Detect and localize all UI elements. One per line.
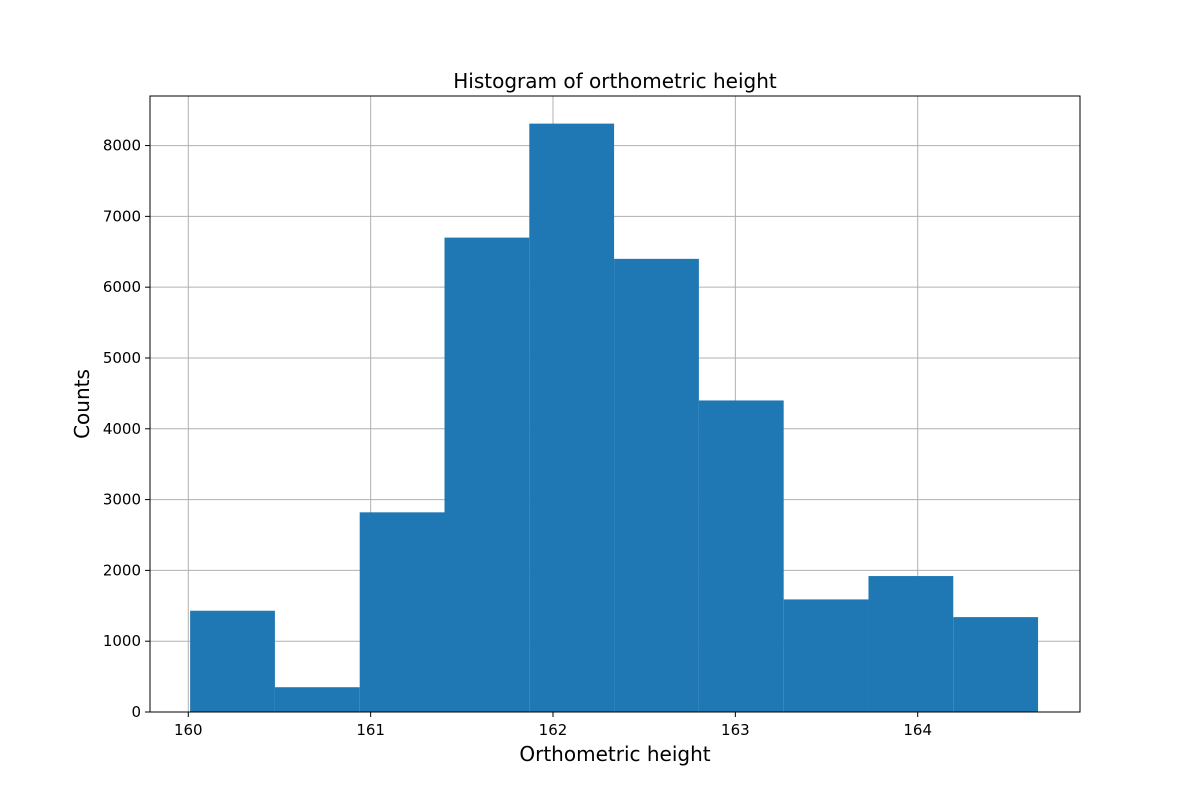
x-tick-label: 163 [721, 721, 750, 739]
y-tick-label: 8000 [103, 137, 141, 155]
x-tick-label: 164 [903, 721, 932, 739]
y-tick-label: 1000 [103, 632, 141, 650]
histogram-bar [359, 512, 445, 712]
y-tick-label: 0 [131, 703, 141, 721]
plot-frame [149, 95, 1081, 713]
histogram-bar [868, 576, 954, 712]
histogram-bar [190, 610, 275, 712]
histogram-bar [614, 258, 699, 712]
y-axis-label: Counts [70, 369, 94, 439]
bars-layer [190, 123, 1039, 713]
histogram-bar [783, 599, 869, 712]
x-tick-label: 162 [539, 721, 568, 739]
histogram-bar [529, 123, 615, 713]
x-tick-label: 161 [356, 721, 385, 739]
y-tick-label: 6000 [103, 278, 141, 296]
histogram-bar [698, 400, 784, 712]
x-tick-label: 160 [174, 721, 203, 739]
y-tick-label: 7000 [103, 207, 141, 225]
x-axis-label: Orthometric height [519, 742, 710, 766]
y-tick-label: 4000 [103, 420, 141, 438]
y-tick-label: 3000 [103, 491, 141, 509]
y-tick-label: 2000 [103, 561, 141, 579]
histogram-bar [444, 237, 530, 712]
ticks-layer: 160 161 162 163 164 0 1000 2000 3000 4000 5000 6000… [103, 137, 932, 739]
histogram-bar [274, 687, 360, 712]
y-tick-label: 5000 [103, 349, 141, 367]
chart-title: Histogram of orthometric height [453, 69, 777, 93]
histogram-bar [953, 617, 1039, 712]
